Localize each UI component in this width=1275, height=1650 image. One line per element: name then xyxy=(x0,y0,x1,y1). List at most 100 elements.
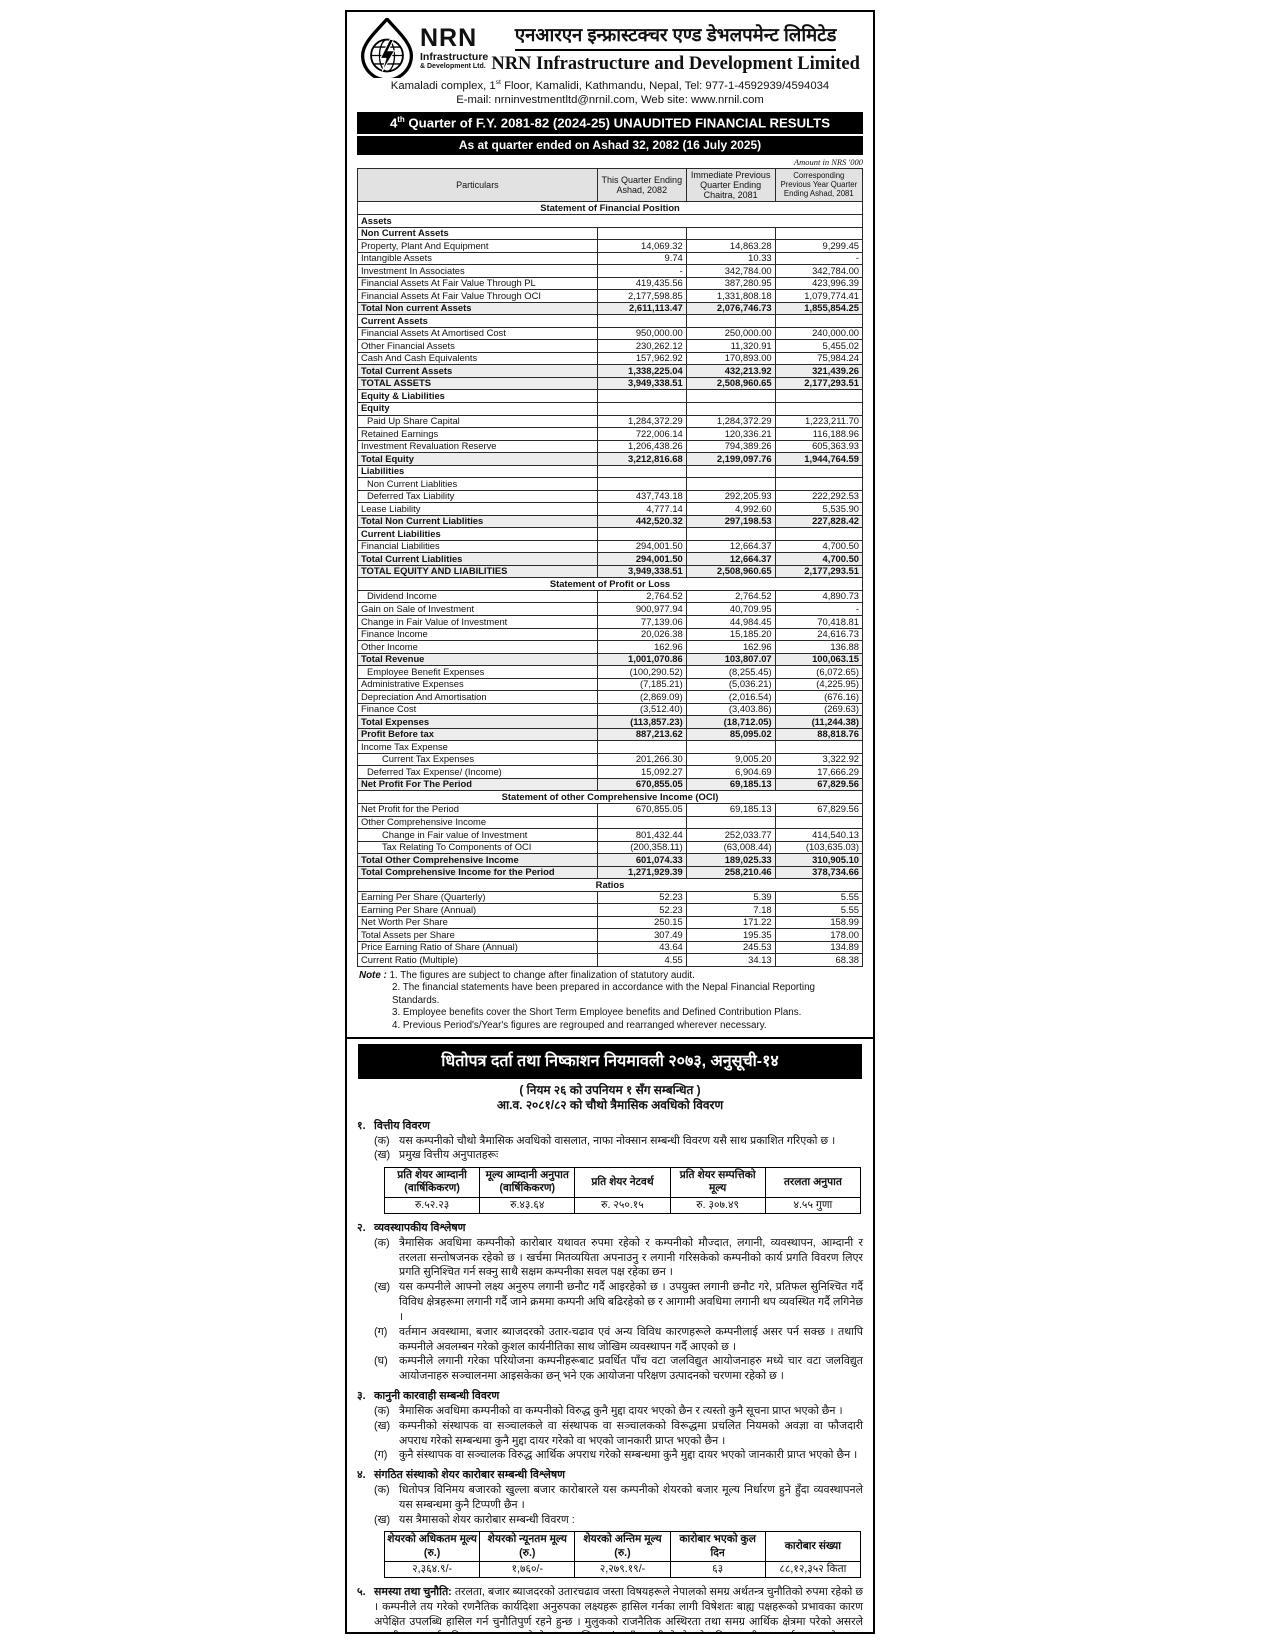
row-value: 10.33 xyxy=(685,251,776,266)
row-value: 14,863.28 xyxy=(685,239,776,253)
row-value: 15,092.27 xyxy=(596,765,687,779)
row-value xyxy=(774,477,864,491)
report-title-banner: 4th Quarter of F.Y. 2081-82 (2024-25) UN… xyxy=(357,111,863,135)
fin-table-row: Intangible Assets 9.74 10.33- xyxy=(357,251,864,266)
item-text: त्रैमासिक अवधिमा कम्पनीको कारोबार यथावत … xyxy=(399,1236,863,1279)
row-value: - xyxy=(774,251,864,266)
fin-table-row: Total Expenses (113,857.23) (18,712.05) (11… xyxy=(357,715,864,729)
section-title: व्यवस्थापकीय विश्लेषण xyxy=(374,1221,466,1234)
np-table-value: रु. २५०.१५ xyxy=(574,1196,671,1214)
row-value: 1,271,929.39 xyxy=(596,865,687,880)
annexure-section: १. वित्तीय विवरण (क) यस कम्पनीको चौथो त्रैम… xyxy=(357,1119,863,1216)
row-value: (3,403.86) xyxy=(685,702,776,717)
fin-table-row: Total Current Assets 1,338,225.04 432,213.… xyxy=(357,364,864,378)
row-value: 292,205.93 xyxy=(685,489,776,504)
row-label: Deferred Tax Liability xyxy=(357,489,598,504)
row-value: 189,025.33 xyxy=(685,853,776,867)
row-value: 12,664.37 xyxy=(685,552,776,566)
fin-table-row: Dividend Income 2,764.52 2,764.52 4,890.73 xyxy=(357,589,864,604)
row-value: 5.39 xyxy=(685,890,776,905)
row-value xyxy=(685,740,776,754)
np-table-value-row: रु.५२.२३ रु.४३.६४ रु. २५०.१५ रु. ३०७.४९ ४.५५… xyxy=(383,1196,862,1214)
row-value: 14,069.32 xyxy=(596,239,687,253)
fin-table-row: Earning Per Share (Annual) 52.23 7.18 5.55 xyxy=(357,903,864,917)
np-table-value: २,३६४.९/- xyxy=(383,1560,481,1579)
fin-table-row: Total Equity 3,212,816.68 2,199,097.76 1,94… xyxy=(357,452,864,466)
fin-table-row: Profit Before tax 887,213.62 85,095.02 88,8… xyxy=(357,727,864,742)
row-value: 801,432.44 xyxy=(596,828,687,842)
fin-table-row: Administrative Expenses (7,185.21) (5,036.… xyxy=(357,677,864,692)
fin-table-row: Gain on Sale of Investment 900,977.94 40,7… xyxy=(357,602,864,616)
row-value: 387,280.95 xyxy=(685,276,776,291)
row-label: Equity & Liabilities xyxy=(357,389,598,403)
section-item: (क) यस कम्पनीको चौथो त्रैमासिक अवधिको वास… xyxy=(374,1134,863,1149)
row-value: 85,095.02 xyxy=(685,727,776,742)
fin-table-row: Total Comprehensive Income for the Perio… xyxy=(357,865,864,880)
row-value: 722,006.14 xyxy=(596,427,687,441)
fin-table-row: Financial Assets At Amortised Cost 950,00… xyxy=(357,326,864,341)
nrn-drop-globe-icon xyxy=(360,18,414,78)
section-paragraph: समस्या तथा चुनौति: तरलता, बजार ब्याजदरको… xyxy=(374,1586,863,1632)
row-value: 2,177,293.51 xyxy=(774,376,864,391)
annexure-section: ३. कानुनी कारवाही सम्बन्धी विवरण (क) त्रैमा… xyxy=(357,1389,863,1463)
row-label: Non Current Assets xyxy=(357,226,598,241)
section-item: (ग) वर्तमान अवस्थामा, बजार ब्याजदरको उतार… xyxy=(374,1325,863,1355)
row-value: 162.96 xyxy=(596,640,687,654)
row-label: Financial Assets At Fair Value Through P… xyxy=(357,276,598,291)
row-value: 4.55 xyxy=(596,953,687,967)
row-value: 794,389.26 xyxy=(685,439,776,454)
row-label: Lease Liability xyxy=(357,502,598,516)
row-value: 116,188.96 xyxy=(774,427,864,441)
fin-table-row: Total Assets per Share 307.49 195.35 178.00 xyxy=(357,928,864,942)
row-label: Net Profit for the Period xyxy=(357,803,598,817)
row-label: Finance Cost xyxy=(357,702,598,717)
annexure-section: २. व्यवस्थापकीय विश्लेषण (क) त्रैमासिक अवधि… xyxy=(357,1221,863,1384)
row-value: (113,857.23) xyxy=(596,715,687,729)
row-value: 120,336.21 xyxy=(685,427,776,441)
item-label: (ख) xyxy=(374,1513,391,1526)
row-value: 70,418.81 xyxy=(774,615,864,629)
fin-table-row: Investment In Associates -342,784.00 342,7… xyxy=(357,264,864,278)
financial-results-table: Particulars This Quarter Ending Ashad, 2… xyxy=(357,168,864,967)
row-value: 2,076,746.73 xyxy=(685,301,776,316)
section-item: (ख) कम्पनीको संस्थापक वा सञ्चालकले वा संस… xyxy=(374,1419,863,1449)
fin-table-row: Liabilities xyxy=(357,464,864,479)
fin-table-row: Other Income 162.96 162.96 136.88 xyxy=(357,640,864,654)
row-value: 1,331,808.18 xyxy=(685,289,776,303)
row-label: Financial Liabilities xyxy=(357,539,598,554)
row-value xyxy=(685,527,776,541)
row-value: 670,855.05 xyxy=(596,803,687,817)
row-value: 9.74 xyxy=(596,251,687,266)
row-value xyxy=(685,815,776,830)
item-label: (घ) xyxy=(374,1355,388,1368)
ordinal-superscript: th xyxy=(397,114,405,124)
np-table-header: प्रति शेयर नेटवर्थ xyxy=(574,1167,671,1198)
row-value: 423,996.39 xyxy=(774,276,864,291)
key-ratios-table: प्रति शेयर आम्दानी (वार्षिकिकरण) मूल्य आम… xyxy=(383,1167,862,1214)
np-table-header: तरलता अनुपात xyxy=(764,1167,862,1198)
row-value: 103,807.07 xyxy=(685,652,776,667)
row-label: Total Current Liablities xyxy=(357,552,598,566)
fin-table-row: Finance Income 20,026.38 15,185.20 24,616.7… xyxy=(357,627,864,642)
col-header-previous-quarter: Immediate Previous Quarter Ending Chaitr… xyxy=(685,168,776,203)
fin-table-header-row: Particulars This Quarter Ending Ashad, 2… xyxy=(357,168,864,203)
item-label: (क) xyxy=(374,1134,390,1147)
np-table-header: प्रति शेयर सम्पत्तिको मूल्य xyxy=(669,1167,766,1198)
section-item: (घ) कम्पनीले लगानी गरेका परियोजना कम्पनीह… xyxy=(374,1354,863,1384)
np-table-value: ६३ xyxy=(669,1560,766,1579)
logo-brand: NRN xyxy=(420,23,478,52)
row-value xyxy=(774,740,864,754)
row-value: 342,784.00 xyxy=(685,264,776,278)
fin-table-row: Investment Revaluation Reserve 1,206,438.… xyxy=(357,439,864,454)
item-label: (ख) xyxy=(374,1149,391,1162)
row-value: (103,635.03) xyxy=(774,840,864,855)
section-item: (ग) कुनै संस्थापक वा सञ्चालक विरुद्ध आर्थ… xyxy=(374,1448,863,1463)
fin-table-row: Non Current Assets xyxy=(357,226,864,241)
row-value: (3,512.40) xyxy=(596,702,687,717)
fin-table-row: Statement of Financial Position xyxy=(357,201,863,215)
section-body: व्यवस्थापकीय विश्लेषण (क) त्रैमासिक अवधिमा… xyxy=(374,1221,863,1384)
fin-table-row: Net Profit for the Period 670,855.05 69,18… xyxy=(357,803,864,817)
row-value: 258,210.46 xyxy=(685,865,776,880)
fin-table-row: Net Worth Per Share 250.15 171.22 158.99 xyxy=(357,915,864,930)
np-table-header: मूल्य आम्दानी अनुपात (वार्षिकिकरण) xyxy=(479,1167,576,1198)
